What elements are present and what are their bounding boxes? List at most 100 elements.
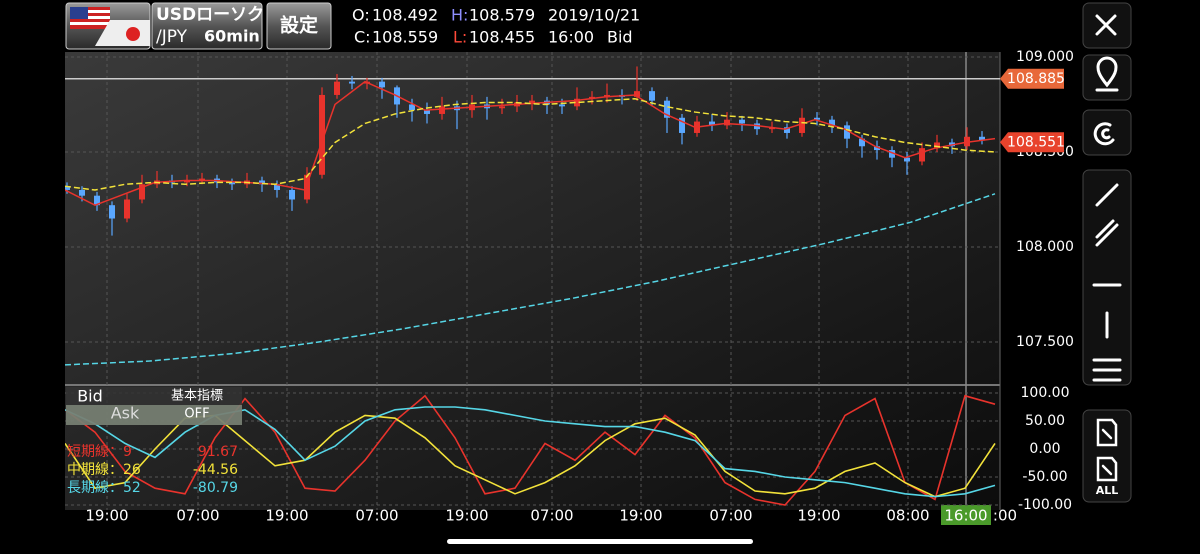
candle-body (649, 91, 655, 101)
price-tag (1000, 132, 1064, 153)
candle-body (79, 189, 85, 196)
toggle-lower (66, 405, 242, 425)
osc-legend-name: 長期線：52 (67, 480, 141, 496)
candle-body (289, 189, 295, 200)
candle-body (409, 104, 415, 111)
price-tag (1000, 68, 1064, 89)
candle-body (784, 127, 790, 133)
delete-all-icon[interactable] (1096, 456, 1118, 482)
interval-label: 60min (204, 27, 260, 46)
candle-body (559, 104, 565, 107)
side: Bid (607, 28, 633, 47)
toolbar (1082, 2, 1132, 503)
pin-button[interactable] (1082, 54, 1132, 101)
close-label: C: (354, 28, 371, 47)
trend-line-tool[interactable] (1095, 183, 1119, 207)
candle-body (439, 106, 445, 114)
osc-legend-value: -80.79 (193, 480, 238, 496)
pair-label: USDローソク (156, 5, 264, 25)
x-tick-label: 07:00 (176, 507, 219, 525)
price-plot (65, 66, 996, 366)
candle-body (709, 121, 715, 126)
y-tick-label: 109.000 (1016, 49, 1074, 65)
bid-label: Bid (77, 387, 103, 406)
date: 2019/10/21 (548, 6, 640, 25)
time: 16:00 (548, 28, 594, 47)
candle-body (379, 81, 385, 88)
candle-body (604, 94, 610, 97)
candle-body (979, 136, 985, 141)
x-tick-label: 19:00 (797, 507, 840, 525)
candle-body (799, 117, 805, 133)
home-indicator (447, 539, 753, 544)
candle-body (319, 94, 325, 175)
candle-body (65, 186, 70, 190)
pair-button[interactable] (151, 2, 263, 50)
x-tick-label: 08:00 (886, 507, 929, 525)
magnet-icon (1093, 122, 1115, 146)
moving-average (65, 98, 996, 191)
candle-body (259, 180, 265, 185)
chart-background (65, 52, 1000, 510)
y-tick-label: 108.000 (1016, 239, 1074, 255)
candle-body (334, 81, 340, 95)
high-label: H: (451, 6, 468, 25)
bid-ask-toggle[interactable] (66, 387, 242, 425)
low-value: 108.455 (469, 28, 535, 47)
osc-line (65, 394, 996, 506)
open-value: 108.492 (372, 6, 438, 25)
x-tick-label: 16:00 (944, 507, 987, 525)
candle-body (934, 142, 940, 149)
x-tick-label: 07:00 (709, 507, 752, 525)
indicator-state: OFF (184, 407, 209, 422)
candle-body (664, 100, 670, 118)
candle-body (739, 119, 745, 124)
osc-legend-value: 91.67 (198, 444, 238, 460)
candle-body (874, 146, 880, 151)
open-label: O: (352, 6, 370, 25)
low-label: L: (453, 28, 467, 47)
delete-icon[interactable] (1096, 418, 1118, 447)
y-tick-label: 107.500 (1016, 334, 1074, 350)
x-tick-label: 19:00 (619, 507, 662, 525)
currency-button[interactable] (65, 2, 151, 50)
x-tick-label: 19:00 (265, 507, 308, 525)
candle-body (424, 110, 430, 114)
magnet-button[interactable] (1082, 109, 1132, 156)
candle-body (679, 117, 685, 133)
candle-body (529, 100, 535, 103)
x-tick-label: 19:00 (445, 507, 488, 525)
candle-body (814, 117, 820, 120)
candle-body (829, 119, 835, 126)
high-value: 108.579 (469, 6, 535, 25)
us-flag (70, 7, 110, 29)
candle-body (499, 106, 505, 109)
osc-y-tick-label: -50.00 (1022, 469, 1067, 485)
candle-body (184, 180, 190, 183)
osc-legend-name: 中期線：26 (67, 462, 141, 478)
close-icon (1095, 14, 1117, 36)
settings-button[interactable] (266, 2, 332, 50)
candle-body (844, 125, 850, 139)
osc-y-tick-label: 50.00 (1025, 413, 1065, 429)
osc-y-tick-label: -100.00 (1018, 497, 1072, 513)
candle-body (229, 182, 235, 185)
osc-y-tick-label: 100.00 (1021, 385, 1070, 401)
candle-body (124, 199, 130, 219)
candle-body (199, 178, 205, 181)
channel-tool[interactable] (1095, 219, 1119, 247)
fibonacci-tool[interactable] (1092, 358, 1122, 382)
pin-icon (1095, 56, 1119, 92)
osc-legend-name: 短期線：9 (67, 444, 132, 460)
candle-body (574, 98, 580, 107)
delete-tools (1082, 409, 1132, 503)
price-tag-label: 108.551 (1007, 134, 1065, 150)
quote-info: O: 108.492 H: 108.579 2019/10/21 C: 108.… (352, 6, 640, 47)
candle-body (724, 119, 730, 126)
settings-label: 設定 (280, 14, 318, 37)
candle-body (349, 81, 355, 84)
x-tick-label: 07:00 (530, 507, 573, 525)
moving-average (65, 193, 996, 366)
pair-quote: /JPY (156, 27, 188, 47)
candle-body (859, 138, 865, 147)
